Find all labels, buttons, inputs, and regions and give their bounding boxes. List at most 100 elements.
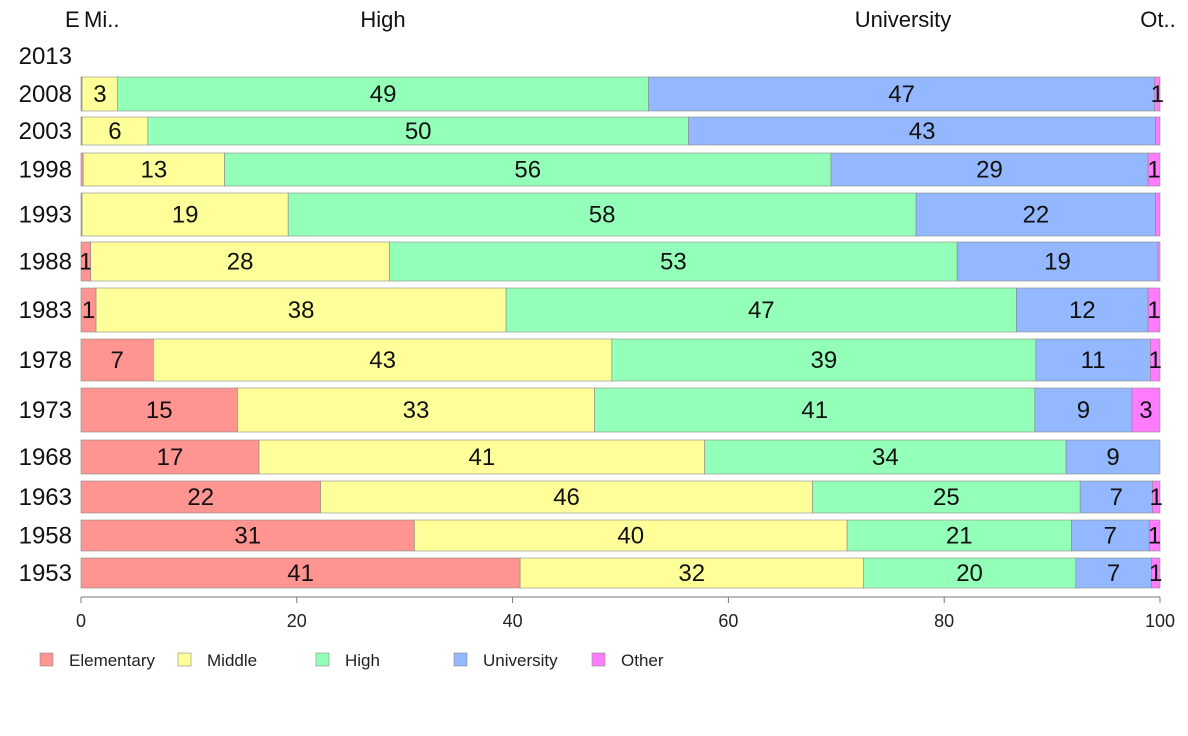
bar-segment	[152, 338, 613, 382]
legend-label: High	[345, 651, 380, 670]
legend-label: Other	[621, 651, 664, 670]
bar-value-label: 1	[1150, 484, 1163, 511]
bar-segment	[1065, 439, 1161, 475]
bar-segment	[830, 152, 1149, 187]
top-label: University	[855, 7, 952, 32]
bar-segment	[80, 152, 84, 187]
x-tick-label: 0	[76, 611, 86, 631]
bar-segment	[287, 192, 917, 237]
bar-segment	[320, 480, 813, 514]
bar-value-label: 1	[1148, 523, 1161, 550]
bar-value-label: 41	[287, 560, 314, 587]
bar-segment	[1035, 338, 1151, 382]
bar-segment	[846, 519, 1072, 552]
legend-label: Middle	[207, 651, 257, 670]
row-label: 2013	[19, 43, 72, 70]
bar-value-label: 47	[888, 81, 915, 108]
bar-value-label: 49	[370, 81, 397, 108]
bar-value-label: 12	[1069, 297, 1096, 324]
bar-segment	[237, 387, 595, 433]
bar-segment	[82, 152, 225, 187]
bar-value-label: 1	[1151, 81, 1164, 108]
bar-value-label: 11	[1081, 347, 1106, 374]
bar-segment	[80, 557, 521, 589]
bar-segment	[90, 241, 390, 282]
x-tick-label: 100	[1145, 611, 1175, 631]
row-label: 1963	[19, 484, 72, 511]
legend-swatch	[453, 652, 468, 667]
bar-value-label: 7	[1110, 484, 1123, 511]
bar-segment	[414, 519, 848, 552]
row-label: 1953	[19, 560, 72, 587]
top-label: Mi..	[84, 7, 119, 32]
bar-segment	[117, 76, 649, 112]
bar-segment	[1152, 480, 1161, 514]
row-label: 1998	[19, 157, 72, 184]
top-label: Ot..	[1140, 7, 1175, 32]
bar-segment	[1148, 519, 1161, 552]
bar-value-label: 41	[801, 397, 828, 424]
bar-segment	[688, 116, 1156, 146]
row-label: 1968	[19, 444, 72, 471]
x-tick-label: 20	[287, 611, 307, 631]
bar-segment	[1016, 287, 1149, 333]
x-tick-label: 80	[934, 611, 954, 631]
bar-value-label: 3	[93, 81, 106, 108]
row-label: 1988	[19, 249, 72, 276]
bar-value-label: 1	[79, 249, 92, 276]
bar-value-label: 43	[909, 118, 936, 145]
bar-segment	[1147, 287, 1161, 333]
bar-segment	[1147, 152, 1161, 187]
bar-value-label: 38	[288, 297, 315, 324]
bar-value-label: 20	[956, 560, 983, 587]
bar-value-label: 15	[146, 397, 173, 424]
bar-segment	[80, 338, 154, 382]
legend-swatch	[39, 652, 54, 667]
bar-value-label: 1	[1147, 157, 1160, 184]
bar-segment	[1071, 519, 1150, 552]
bar-value-label: 28	[227, 249, 254, 276]
bar-segment	[1034, 387, 1133, 433]
bar-value-label: 3	[1139, 397, 1152, 424]
legend-label: Elementary	[69, 651, 155, 670]
bar-segment	[1131, 387, 1161, 433]
bar-value-label: 7	[110, 347, 123, 374]
bar-value-label: 43	[369, 347, 396, 374]
bar-segment	[1157, 241, 1161, 282]
bar-segment	[80, 480, 321, 514]
row-label: 2003	[19, 118, 72, 145]
bar-segment	[95, 287, 507, 333]
bar-segment	[1079, 480, 1153, 514]
bar-segment	[1149, 338, 1161, 382]
row-label: 1993	[19, 202, 72, 229]
bar-value-label: 31	[234, 523, 261, 550]
bar-value-label: 50	[405, 118, 432, 145]
bar-segment	[1075, 557, 1152, 589]
bar-value-label: 1	[1147, 297, 1160, 324]
top-label: High	[360, 7, 405, 32]
legend-swatch	[591, 652, 606, 667]
legend-swatch	[177, 652, 192, 667]
bar-value-label: 46	[553, 484, 580, 511]
bar-value-label: 1	[1149, 560, 1162, 587]
x-tick-label: 40	[503, 611, 523, 631]
x-tick-label: 60	[718, 611, 738, 631]
bar-segment	[519, 557, 864, 589]
bar-segment	[258, 439, 705, 475]
row-label: 1978	[19, 347, 72, 374]
row-label: 1983	[19, 297, 72, 324]
bar-value-label: 40	[617, 523, 644, 550]
bar-value-label: 32	[678, 560, 705, 587]
bar-segment	[611, 338, 1037, 382]
top-label: E	[65, 7, 80, 32]
bar-segment	[862, 557, 1077, 589]
bar-segment	[1155, 192, 1161, 237]
bar-value-label: 29	[976, 157, 1003, 184]
row-label: 1973	[19, 397, 72, 424]
legend-label: University	[483, 651, 558, 670]
bar-value-label: 53	[660, 249, 687, 276]
bar-value-label: 9	[1106, 444, 1119, 471]
bar-segment	[1154, 76, 1161, 112]
bar-value-label: 21	[946, 523, 973, 550]
